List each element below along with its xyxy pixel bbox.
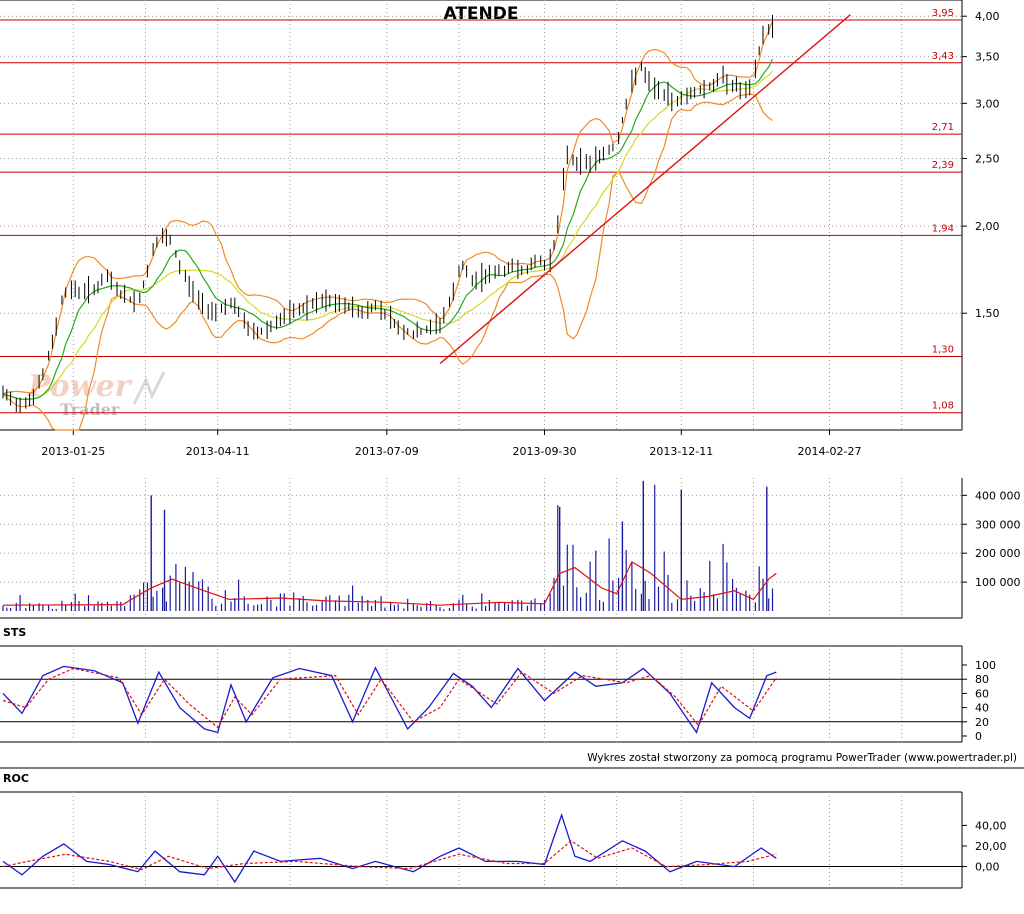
bollinger-upper-band xyxy=(2,20,774,395)
support-level-label: 1,94 xyxy=(932,223,954,234)
support-level-label: 1,08 xyxy=(932,401,954,412)
sts-y-tick-label: 40 xyxy=(975,702,989,715)
price-x-tick-label: 2013-07-09 xyxy=(355,445,419,458)
volume-y-tick-label: 300 000 xyxy=(975,518,1021,531)
roc-main-line xyxy=(2,813,777,884)
volume-moving-average xyxy=(2,560,777,606)
sts-signal-line xyxy=(2,667,777,729)
support-level-label: 2,39 xyxy=(932,160,954,171)
credit-text: Wykres został stworzony za pomocą progra… xyxy=(587,752,1017,764)
watermark-line2: Trader xyxy=(60,400,120,419)
price-y-tick-label: 4,00 xyxy=(975,10,1000,23)
trend-line xyxy=(439,14,851,365)
price-y-tick-label: 3,00 xyxy=(975,97,1000,110)
price-x-tick-label: 2013-09-30 xyxy=(513,445,577,458)
moving-average-short xyxy=(2,58,774,400)
sts-y-tick-label: 0 xyxy=(975,730,982,743)
roc-label: ROC xyxy=(3,772,29,785)
support-level-label: 3,43 xyxy=(932,51,954,62)
bollinger-lower-band xyxy=(2,93,773,431)
roc-panel: 40,00 20,00 0,00 xyxy=(0,792,1007,888)
roc-y-tick-label: 40,00 xyxy=(975,819,1007,832)
chart-title: ATENDE xyxy=(444,4,519,24)
frames xyxy=(0,0,1024,889)
support-level-label: 3,95 xyxy=(932,8,954,19)
price-x-tick-label: 2013-04-11 xyxy=(186,445,250,458)
price-x-tick-label: 2013-12-11 xyxy=(649,445,713,458)
price-y-tick-label: 1,50 xyxy=(975,307,1000,320)
price-y-tick-label: 2,50 xyxy=(975,153,1000,166)
roc-signal-line xyxy=(2,840,777,871)
price-x-tick-label: 2013-01-25 xyxy=(41,445,105,458)
sts-label: STS xyxy=(3,626,26,639)
support-level-label: 2,71 xyxy=(932,122,954,133)
roc-y-tick-label: 0,00 xyxy=(975,861,1000,874)
price-y-tick-label: 3,50 xyxy=(975,51,1000,64)
price-panel: 4,00 3,50 3,00 2,50 2,00 1,50 2013-01-25 2013-0… xyxy=(0,0,1000,458)
sts-main-line xyxy=(2,665,777,734)
sts-y-tick-label: 20 xyxy=(975,716,989,729)
volume-panel: 400 000 300 000 200 000 100 000 xyxy=(0,478,1021,618)
price-x-tick-label: 2014-02-27 xyxy=(798,445,862,458)
support-level-label: 1,30 xyxy=(932,345,954,356)
roc-y-tick-label: 20,00 xyxy=(975,840,1007,853)
sts-y-tick-label: 80 xyxy=(975,673,989,686)
volume-y-tick-label: 200 000 xyxy=(975,547,1021,560)
volume-y-tick-label: 400 000 xyxy=(975,489,1021,502)
sts-y-tick-label: 100 xyxy=(975,659,996,672)
watermark-logo: Power Trader xyxy=(27,369,166,419)
moving-average-long xyxy=(2,70,773,400)
volume-y-tick-label: 100 000 xyxy=(975,576,1021,589)
sts-y-tick-label: 60 xyxy=(975,687,989,700)
price-y-tick-label: 2,00 xyxy=(975,220,1000,233)
